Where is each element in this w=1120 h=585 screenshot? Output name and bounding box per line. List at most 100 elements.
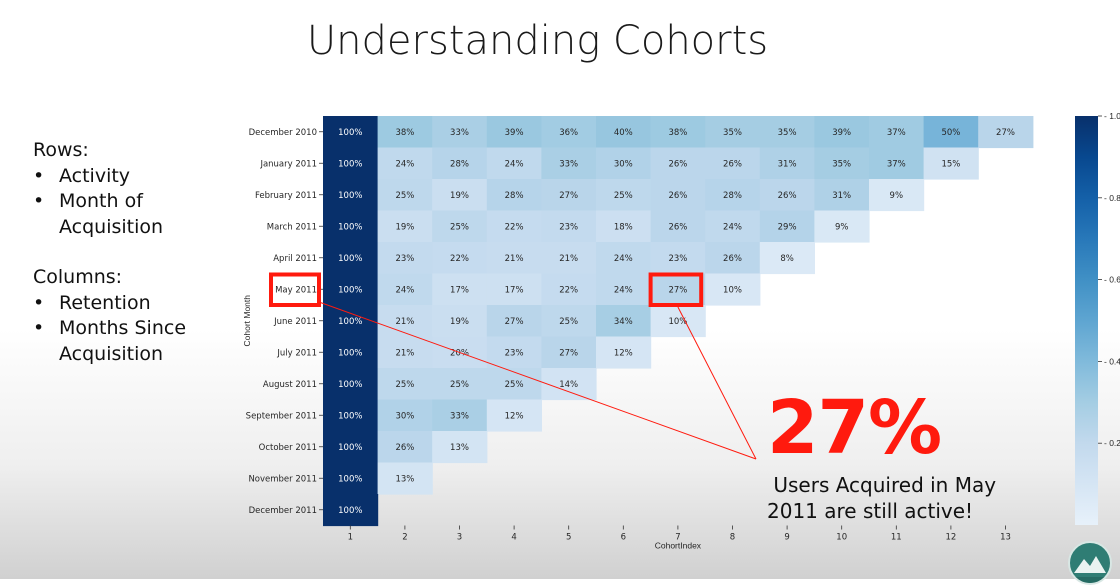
heatmap-cell [432,273,488,306]
heatmap-cell [377,116,433,149]
heatmap-cell-label: 26% [668,159,687,169]
heatmap-cell-label: 27% [559,348,578,358]
highlight-row-box [269,272,321,307]
heatmap-cell-label: 39% [505,128,524,138]
heatmap-cell-label: 25% [395,380,414,390]
heatmap-cell [486,336,542,369]
y-tick-label: June 2011 [273,317,317,327]
heatmap-cell [377,462,433,495]
heatmap-cell [486,210,542,243]
heatmap-cell [541,179,597,212]
colorbar-tick-label: - 0.6 [1104,275,1120,285]
heatmap-cell [432,242,488,275]
columns-item-retention: Retention [33,291,186,317]
heatmap-cell-label: 100% [338,191,362,201]
heatmap-cell [650,116,706,149]
connector-line-cell [677,306,757,460]
heatmap-cell-label: 17% [450,285,469,295]
heatmap-cell-label: 24% [505,159,524,169]
heatmap-cell [650,242,706,275]
heatmap-cell [759,116,815,149]
x-tick-label: 13 [1000,533,1011,543]
y-tick-label: March 2011 [267,222,317,232]
heatmap-cell-label: 22% [450,254,469,264]
heatmap-cell [323,399,379,432]
heatmap-cell [814,116,870,149]
heatmap-cell-label: 26% [723,159,742,169]
heatmap-cell [541,242,597,275]
heatmap-cell-label: 24% [395,285,414,295]
mountain-logo-icon [1074,556,1106,583]
heatmap-cell-label: 100% [338,317,362,327]
y-tick-label: January 2011 [259,159,317,169]
rows-item-month-of: Month of [33,189,186,215]
heatmap-cell-label: 19% [395,222,414,232]
heatmap-cell [486,399,542,432]
heatmap-cell [705,116,761,149]
heatmap-cell-label: 27% [505,317,524,327]
heatmap-cell-label: 23% [668,254,687,264]
heatmap-cell-label: 21% [395,317,414,327]
heatmap-cell [541,336,597,369]
heatmap-cell-label: 100% [338,411,362,421]
heatmap-cell-label: 8% [780,254,794,264]
x-tick-label: 2 [402,533,407,543]
heatmap-cell [323,242,379,275]
heatmap-cell [759,147,815,180]
heatmap-cell [596,116,652,149]
y-tick-label: August 2011 [263,380,317,390]
heatmap-cell [541,147,597,180]
x-tick-label: 3 [457,533,462,543]
heatmap-cell [869,116,925,149]
heatmap-cell-label: 25% [395,191,414,201]
colorbar-tick-label: - 0.4 [1104,356,1120,366]
heatmap-cell-label: 29% [778,222,797,232]
heatmap-cell-label: 36% [559,128,578,138]
heatmap-cell-label: 34% [614,317,633,327]
y-tick-label: July 2011 [276,348,317,358]
heatmap-cell [705,210,761,243]
columns-item-acquisition: Acquisition [59,342,164,365]
heatmap-cell-label: 33% [450,411,469,421]
heatmap-cell-label: 50% [941,128,960,138]
heatmap-cell [814,179,870,212]
heatmap-cell [541,273,597,306]
heatmap-cell [650,305,706,338]
heatmap-cell-label: 35% [723,128,742,138]
heatmap-cell [541,305,597,338]
heatmap-cell-label: 22% [559,285,578,295]
heatmap-cell-label: 25% [450,222,469,232]
notes-panel: Rows: Activity Month of Acquisition Colu… [33,138,186,367]
heatmap-cell [596,336,652,369]
heatmap-cell [814,147,870,180]
heatmap-cell-label: 37% [887,128,906,138]
heatmap-cell [323,494,379,527]
heatmap-cell [541,116,597,149]
heatmap-cell [923,147,979,180]
heatmap-cell-label: 100% [338,285,362,295]
heatmap-cell [650,179,706,212]
heatmap-cell [486,273,542,306]
highlight-caption: Users Acquired in May 2011 are still act… [767,472,1027,524]
heatmap-cell [596,242,652,275]
y-tick-label: October 2011 [259,443,317,453]
x-tick-label: 1 [348,533,353,543]
x-tick-label: 11 [891,533,902,543]
heatmap-cell [486,368,542,401]
heatmap-cell-label: 19% [450,317,469,327]
heatmap-cell [323,462,379,495]
heatmap-cell [596,273,652,306]
heatmap-cell-label: 37% [887,159,906,169]
heatmap-cell [432,399,488,432]
heatmap-cell-label: 35% [832,159,851,169]
heatmap-cell-label: 25% [614,191,633,201]
heatmap-cell-label: 25% [450,380,469,390]
heatmap-cell [486,147,542,180]
y-tick-label: May 2011 [275,285,317,295]
heatmap-cell [323,305,379,338]
heatmap-cell-label: 100% [338,380,362,390]
heatmap-cell-label: 23% [505,348,524,358]
heatmap-cell-label: 28% [450,159,469,169]
heatmap-cell [323,336,379,369]
